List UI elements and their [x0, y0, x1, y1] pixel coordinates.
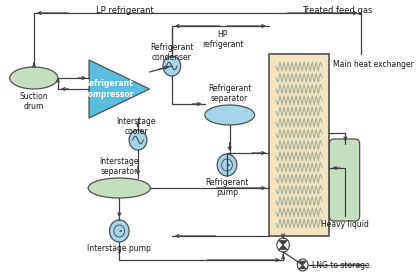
Ellipse shape — [88, 178, 150, 198]
Ellipse shape — [205, 105, 255, 125]
Polygon shape — [299, 265, 306, 269]
Text: Interstage pump: Interstage pump — [87, 244, 151, 253]
Text: Interstage
separator: Interstage separator — [100, 157, 139, 176]
Polygon shape — [279, 245, 287, 250]
Text: Treated feed gas: Treated feed gas — [302, 6, 372, 15]
Polygon shape — [279, 240, 287, 245]
Circle shape — [129, 130, 147, 150]
Text: HP
refrigerant: HP refrigerant — [202, 30, 243, 49]
Circle shape — [297, 259, 308, 271]
Text: Suction
drum: Suction drum — [20, 92, 48, 111]
Text: Main heat exchanger: Main heat exchanger — [333, 60, 414, 69]
Ellipse shape — [10, 67, 58, 89]
Text: LP refrigerant: LP refrigerant — [96, 6, 154, 15]
Text: Heavy liquid: Heavy liquid — [321, 220, 368, 229]
Circle shape — [277, 238, 290, 252]
Polygon shape — [89, 60, 150, 118]
FancyBboxPatch shape — [329, 139, 360, 221]
Circle shape — [163, 56, 181, 76]
Text: Refrigerant
pump: Refrigerant pump — [205, 178, 249, 197]
Text: Interstage
cooler: Interstage cooler — [116, 117, 156, 136]
Circle shape — [109, 220, 129, 242]
Text: LNG to storage: LNG to storage — [312, 260, 369, 269]
FancyBboxPatch shape — [269, 54, 329, 236]
Text: Refrigerant
compressor: Refrigerant compressor — [83, 79, 134, 99]
Text: Refrigerant
condenser: Refrigerant condenser — [150, 43, 194, 62]
Text: Refrigerant
separator: Refrigerant separator — [208, 84, 251, 103]
Circle shape — [217, 154, 237, 176]
Polygon shape — [299, 261, 306, 265]
